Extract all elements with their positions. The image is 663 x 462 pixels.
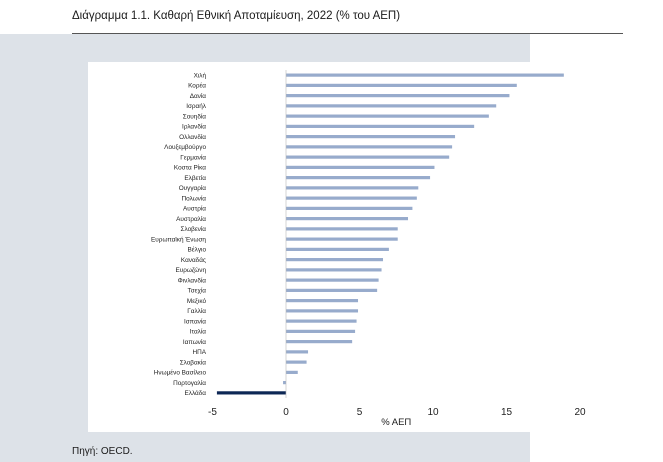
category-label: Βέλγιο (188, 246, 207, 254)
x-tick-label: 15 (501, 407, 513, 418)
bar-9 (286, 155, 450, 159)
bar-20 (286, 268, 382, 272)
bar-30 (286, 370, 298, 374)
category-label: Μεξικό (187, 297, 207, 305)
x-tick-label: 5 (357, 407, 363, 418)
category-label: Ολλανδία (179, 133, 206, 141)
category-label: Σουηδία (183, 112, 207, 120)
category-label: Καναδάς (181, 256, 206, 264)
bar-16 (286, 227, 398, 231)
chart-title: Διάγραμμα 1.1. Καθαρή Εθνική Αποταμίευση… (72, 10, 401, 22)
bar-13 (286, 196, 417, 200)
x-tick-label: -5 (208, 407, 217, 418)
bar-21 (286, 278, 379, 282)
bar-24 (286, 309, 359, 313)
category-label: Αυστραλία (176, 215, 206, 223)
category-label: Κορέα (188, 82, 206, 90)
bar-4 (286, 104, 497, 108)
bar-15 (286, 217, 409, 221)
bar-6 (286, 124, 475, 128)
source-note: Πηγή: OECD. (72, 446, 133, 457)
category-label: Ισπανία (184, 317, 206, 325)
x-tick-label: 20 (574, 407, 586, 418)
category-label: Πορτογαλία (173, 379, 206, 387)
bar-8 (286, 145, 453, 149)
category-label: Τσεχία (188, 287, 207, 295)
category-label: Δανία (190, 92, 207, 100)
bar-28 (286, 350, 309, 354)
bar-10 (286, 165, 435, 169)
category-label: Ελβετία (184, 174, 206, 182)
bar-22 (286, 288, 378, 292)
category-label: Ελλάδα (184, 389, 206, 397)
bar-12 (286, 186, 419, 190)
x-tick-labels-group: -5 0 5 10 15 20 (208, 407, 586, 418)
category-label: Γερμανία (180, 153, 206, 161)
category-label: Ιαπωνία (183, 338, 206, 346)
bar-17 (286, 237, 398, 241)
category-label: Ευρωπαϊκή Ένωση (151, 236, 206, 243)
bar-27 (286, 340, 353, 344)
chart-area: Χιλή Κορέα Δανία Ισραήλ Σουηδία Ιρλανδία Ολλαν… (88, 62, 600, 432)
category-label: Ιταλία (190, 328, 207, 336)
bar-25 (286, 319, 357, 323)
category-label: Σλοβενία (181, 225, 207, 233)
bar-26 (286, 329, 356, 333)
bars-group (216, 73, 564, 395)
x-axis-title: % ΑΕΠ (381, 417, 411, 428)
category-label: Ιρλανδία (182, 123, 206, 131)
x-tick-label: 10 (427, 407, 439, 418)
bar-29 (286, 360, 307, 364)
category-label: Αυστρία (183, 205, 206, 213)
category-label: Λουξεμβούργο (164, 143, 206, 151)
bar-32 (216, 391, 286, 395)
header-strip (0, 0, 663, 34)
x-tick-label: 0 (283, 407, 289, 418)
category-label: Χιλή (194, 72, 207, 79)
bar-5 (286, 114, 489, 118)
bar-7 (286, 135, 456, 139)
category-label: ΗΠΑ (193, 349, 207, 356)
category-label: Γαλλία (187, 307, 206, 315)
title-divider (72, 33, 623, 34)
category-label: Σλοβακία (180, 358, 207, 366)
category-label: Ηνωμένο Βασίλειο (154, 369, 207, 377)
category-label: Φινλανδία (178, 276, 207, 284)
category-label: Ουγγαρία (179, 184, 207, 192)
bar-chart: Χιλή Κορέα Δανία Ισραήλ Σουηδία Ιρλανδία Ολλαν… (151, 70, 586, 428)
category-labels-group: Χιλή Κορέα Δανία Ισραήλ Σουηδία Ιρλανδία Ολλαν… (151, 72, 207, 397)
category-label: Ευρωζώνη (175, 266, 206, 274)
bar-3 (286, 94, 510, 98)
category-label: Πολωνία (182, 194, 207, 202)
bar-23 (286, 299, 359, 303)
category-label: Ισραήλ (186, 103, 207, 110)
bar-19 (286, 258, 384, 262)
bar-18 (286, 247, 389, 251)
bar-1 (286, 73, 564, 77)
bar-2 (286, 83, 517, 87)
category-label: Κοστα Ρίκα (174, 164, 206, 172)
bar-14 (286, 206, 413, 210)
bar-31 (283, 381, 286, 385)
bar-11 (286, 176, 431, 180)
